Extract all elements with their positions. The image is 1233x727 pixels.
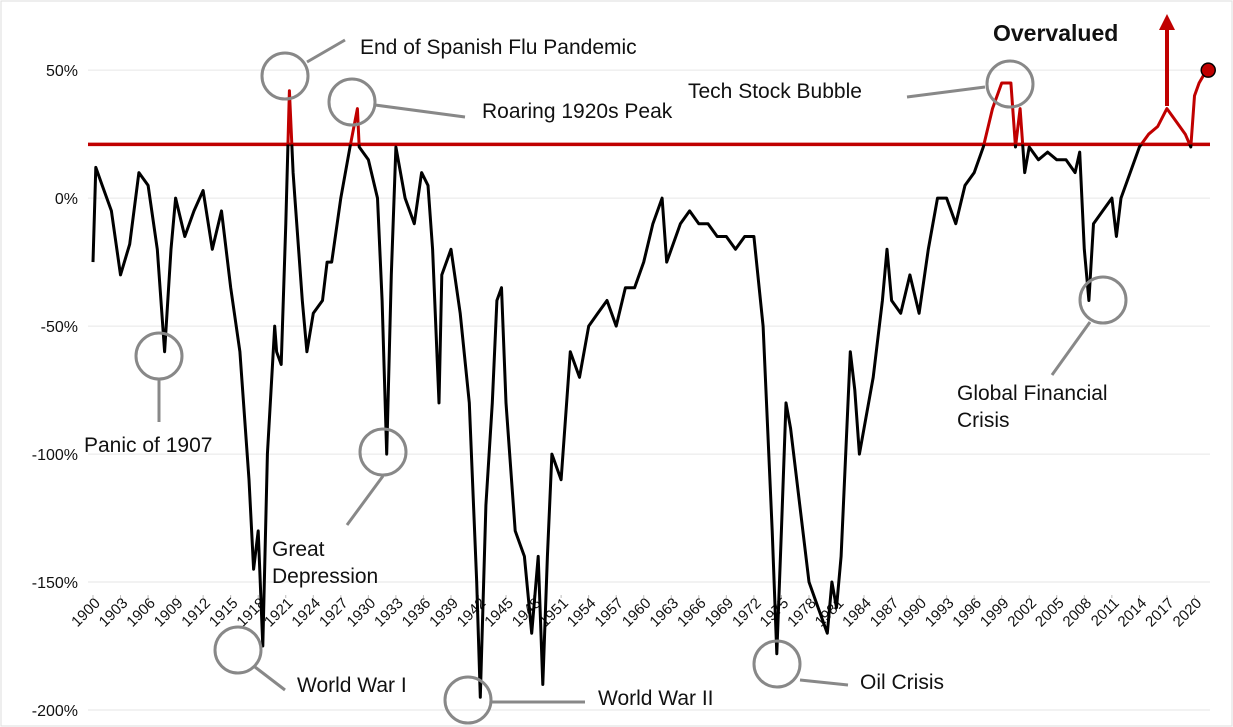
x-tick-label: 1912	[178, 595, 214, 631]
annotation-circle	[260, 51, 310, 101]
x-tick-label: 1900	[68, 595, 104, 631]
x-tick-label: 2020	[1170, 595, 1206, 631]
annotation-circle	[752, 639, 802, 689]
x-tick-label: 2014	[1115, 595, 1151, 631]
x-tick-label: 1954	[564, 595, 600, 631]
annotation-leader	[1050, 321, 1092, 376]
annotation-leader	[345, 475, 385, 526]
annotation: End of Spanish Flu Pandemic	[360, 36, 637, 59]
x-tick-label: 1939	[426, 595, 462, 631]
annotation-circle	[443, 675, 493, 725]
annotation-circle	[134, 331, 184, 381]
x-tick-label: 1933	[371, 595, 407, 631]
annotation: Oil Crisis	[860, 671, 944, 694]
annotation: Tech Stock Bubble	[688, 80, 862, 103]
x-tick-label: 1999	[977, 595, 1013, 631]
annotation-circle	[213, 625, 263, 675]
x-tick-label: 1921	[261, 595, 297, 631]
x-tick-label: 2005	[1032, 595, 1068, 631]
x-tick-label: 1969	[702, 595, 738, 631]
x-tick-label: 1903	[96, 595, 132, 631]
y-tick-label: -50%	[41, 319, 78, 336]
x-tick-label: 1972	[729, 595, 765, 631]
y-tick-label: -200%	[32, 703, 78, 720]
x-tick-label: 1924	[289, 595, 325, 631]
x-tick-label: 1915	[206, 595, 242, 631]
x-tick-label: 1990	[894, 595, 930, 631]
x-tick-label: 1966	[674, 595, 710, 631]
x-tick-label: 1936	[399, 595, 435, 631]
x-tick-label: 1957	[591, 595, 627, 631]
x-tick-label: 2002	[1004, 595, 1040, 631]
end-point	[1200, 62, 1216, 78]
annotation: Great Depression	[272, 538, 379, 588]
x-tick-label: 2011	[1088, 595, 1123, 630]
y-tick-label: 0%	[55, 191, 78, 208]
annotation-leader	[906, 85, 986, 99]
x-tick-label: 2008	[1060, 595, 1096, 631]
y-tick-label: -150%	[32, 575, 78, 592]
annotation-circle	[327, 77, 377, 127]
annotation: World War I	[297, 674, 407, 697]
annotation: Overvalued	[993, 20, 1119, 46]
x-tick-label: 1987	[867, 595, 903, 631]
annotation: Global Financial Crisis	[957, 382, 1108, 432]
annotation-circle	[985, 59, 1035, 109]
x-tick-label: 1945	[481, 595, 517, 631]
y-tick-label: -100%	[32, 447, 78, 464]
x-tick-label: 1960	[619, 595, 655, 631]
x-tick-label: 1984	[839, 595, 875, 631]
annotation-leader	[254, 665, 286, 692]
x-tick-label: 2017	[1142, 595, 1178, 631]
annotation-circle	[1078, 275, 1128, 325]
annotation-circle	[358, 427, 408, 477]
valuation-line	[91, 69, 1210, 699]
annotation-leader	[374, 103, 466, 119]
x-tick-label: 1930	[344, 595, 380, 631]
overvalued-arrowhead	[1159, 14, 1175, 30]
x-tick-label: 1963	[646, 595, 682, 631]
annotation-leader	[306, 38, 346, 64]
annotation: Panic of 1907	[84, 434, 213, 457]
annotation: World War II	[598, 687, 714, 710]
x-tick-label: 1927	[316, 595, 352, 631]
x-tick-label: 1909	[151, 595, 187, 631]
x-tick-label: 1993	[922, 595, 958, 631]
y-tick-label: 50%	[46, 63, 78, 80]
x-tick-label: 1996	[949, 595, 985, 631]
x-tick-label: 1906	[123, 595, 159, 631]
annotation: Roaring 1920s Peak	[482, 100, 673, 123]
annotation-leader	[799, 678, 849, 687]
